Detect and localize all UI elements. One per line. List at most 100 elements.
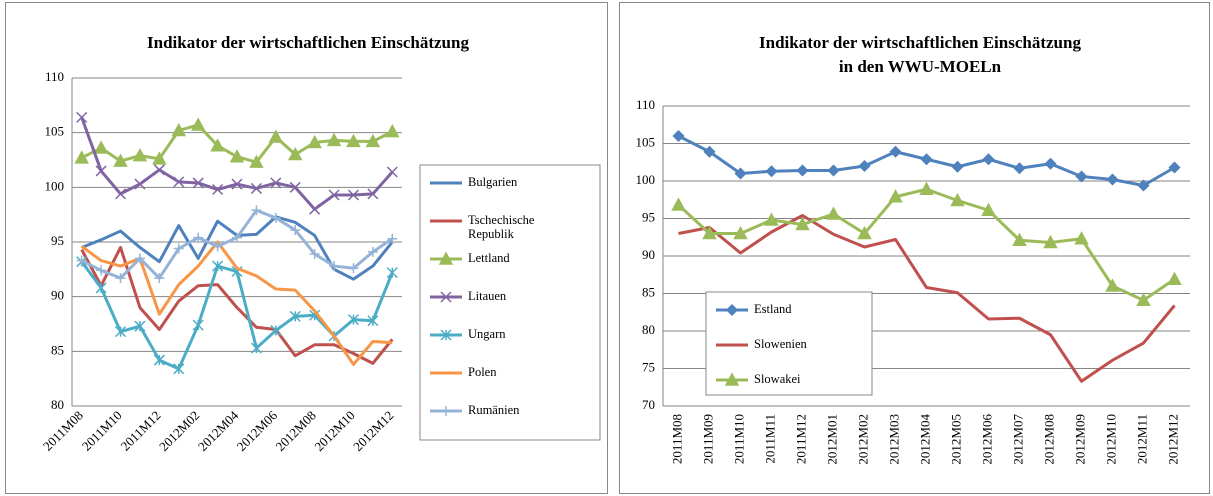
marker <box>671 197 686 211</box>
x-tick-label: 2011M08 <box>669 414 684 464</box>
marker <box>347 314 360 326</box>
marker <box>858 159 871 173</box>
x-tick-label: 2011M09 <box>700 414 715 464</box>
marker <box>367 315 379 327</box>
legend-label: Litauen <box>468 289 507 303</box>
marker <box>724 372 740 386</box>
marker <box>212 183 224 196</box>
marker <box>287 146 303 161</box>
legend-label: Bulgarien <box>468 175 518 189</box>
marker <box>190 117 206 131</box>
x-tick-label: 2012M07 <box>1010 414 1025 465</box>
marker <box>309 203 321 215</box>
marker <box>113 153 128 167</box>
y-tick-label: 90 <box>51 288 64 303</box>
marker <box>231 178 243 190</box>
marker <box>951 160 964 173</box>
chart-frame <box>619 2 1210 494</box>
x-tick-label: 2011M12 <box>793 414 808 464</box>
marker <box>346 133 361 148</box>
marker <box>328 189 340 201</box>
series-line <box>80 240 393 366</box>
chart-title: Indikator der wirtschaftlichen Einschätz… <box>759 33 1081 52</box>
marker <box>386 267 398 279</box>
marker <box>1137 179 1150 192</box>
marker <box>440 329 452 341</box>
legend-label: Lettland <box>468 251 510 265</box>
marker <box>1105 278 1120 292</box>
marker <box>826 206 841 220</box>
marker <box>114 326 127 338</box>
marker <box>440 291 452 303</box>
marker <box>367 246 378 257</box>
marker <box>173 176 185 188</box>
marker <box>888 189 903 203</box>
marker <box>290 224 301 235</box>
marker <box>1168 161 1181 174</box>
marker <box>309 249 320 260</box>
y-tick-label: 105 <box>45 124 65 139</box>
marker <box>289 181 301 193</box>
marker <box>981 202 996 216</box>
chart-title: in den WWU-MOELn <box>839 57 1002 76</box>
y-tick-label: 110 <box>45 69 64 84</box>
marker <box>857 225 872 240</box>
marker <box>889 145 902 158</box>
x-tick-label: 2011M11 <box>762 414 777 464</box>
x-tick-label: 2012M08 <box>1041 414 1056 465</box>
x-tick-label: 2011M10 <box>731 414 746 464</box>
marker <box>134 253 145 264</box>
marker <box>212 241 223 252</box>
legend-label: Tschechische Republik <box>468 213 538 241</box>
y-tick-label: 110 <box>636 97 655 112</box>
marker <box>1075 170 1088 183</box>
y-tick-label: 95 <box>51 233 64 248</box>
y-tick-label: 80 <box>642 322 655 337</box>
marker <box>703 145 716 158</box>
marker <box>365 133 381 148</box>
marker <box>76 111 88 123</box>
marker <box>329 261 340 272</box>
marker <box>385 124 400 138</box>
marker <box>348 263 359 274</box>
y-tick-label: 85 <box>642 284 655 299</box>
marker <box>1043 234 1058 249</box>
x-tick-label: 2012M11 <box>1134 414 1149 464</box>
marker <box>764 212 779 226</box>
marker <box>229 149 245 163</box>
marker <box>232 232 242 243</box>
marker <box>795 216 810 231</box>
marker <box>154 273 165 284</box>
y-tick-label: 80 <box>51 397 64 412</box>
legend-label: Estland <box>754 302 792 316</box>
marker <box>95 282 107 294</box>
marker <box>733 225 748 240</box>
marker <box>438 251 454 265</box>
marker <box>93 140 109 154</box>
marker <box>173 363 185 375</box>
marker <box>725 303 739 317</box>
marker <box>192 177 204 189</box>
marker <box>1013 162 1026 175</box>
x-tick-label: 2012M09 <box>1072 414 1087 465</box>
y-tick-label: 95 <box>642 209 655 224</box>
marker <box>765 165 778 178</box>
marker <box>76 255 87 266</box>
legend-label: Ungarn <box>468 327 506 341</box>
marker <box>134 320 146 332</box>
marker <box>212 260 224 272</box>
marker <box>210 138 225 152</box>
chart-title: Indikator der wirtschaftlichen Einschätz… <box>147 33 469 52</box>
y-tick-label: 105 <box>636 134 656 149</box>
marker <box>193 232 204 243</box>
marker <box>74 150 89 164</box>
marker <box>326 132 342 147</box>
marker <box>171 122 187 137</box>
y-tick-label: 90 <box>642 247 655 262</box>
marker <box>920 153 933 166</box>
marker <box>386 166 398 178</box>
marker <box>173 243 184 254</box>
x-tick-label: 2012M01 <box>824 414 839 465</box>
y-tick-label: 100 <box>636 172 656 187</box>
